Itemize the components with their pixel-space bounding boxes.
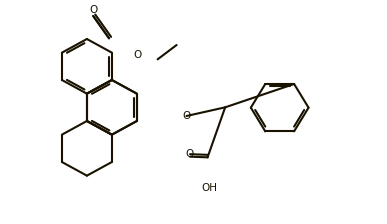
Text: O: O <box>182 111 190 121</box>
Text: O: O <box>134 50 142 60</box>
Text: OH: OH <box>201 183 217 193</box>
Text: O: O <box>186 149 194 159</box>
Text: O: O <box>89 5 98 15</box>
